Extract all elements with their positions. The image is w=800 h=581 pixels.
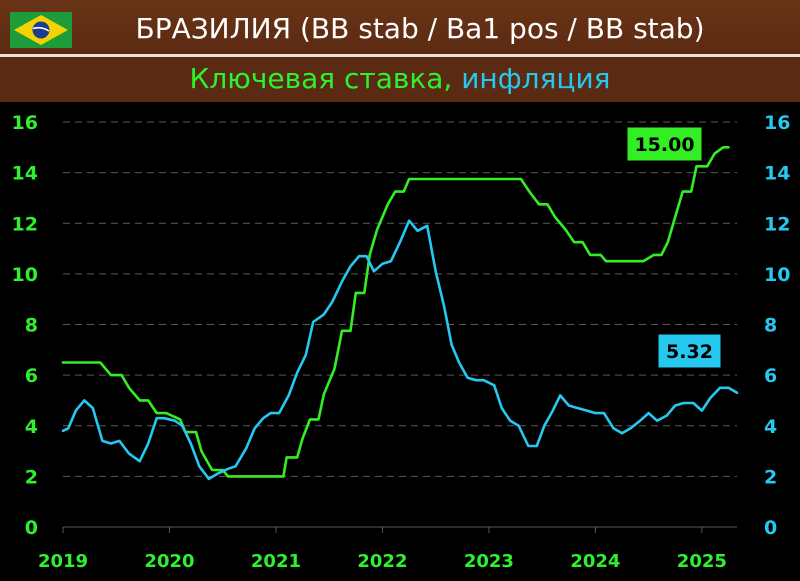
x-tick-label: 2021 xyxy=(251,551,301,572)
chart-subtitle: Ключевая ставка, инфляция xyxy=(0,57,800,102)
y-left-tick-label: 14 xyxy=(12,163,38,185)
y-left-tick-label: 2 xyxy=(25,466,38,488)
series-line-inflation xyxy=(61,219,739,481)
inflation-callout-box xyxy=(657,333,722,369)
y-left-tick-label: 12 xyxy=(12,213,38,235)
y-left-tick-label: 16 xyxy=(12,112,38,134)
y-right-tick-label: 12 xyxy=(764,213,790,235)
legend-rate: Ключевая ставка, xyxy=(189,62,453,95)
y-right-tick-label: 8 xyxy=(764,315,777,337)
header-bar xyxy=(0,0,800,54)
y-right-tick-label: 10 xyxy=(764,264,790,286)
page-title: БРАЗИЛИЯ (BB stab / Ba1 pos / BB stab) xyxy=(135,12,705,45)
y-left-tick-label: 6 xyxy=(25,365,38,387)
y-left-tick-label: 8 xyxy=(25,315,38,337)
x-tick-label: 2019 xyxy=(38,551,88,572)
y-right-tick-label: 0 xyxy=(764,517,777,539)
x-tick-label: 2023 xyxy=(464,551,514,572)
x-tick-label: 2025 xyxy=(677,551,727,572)
rate-callout-box xyxy=(626,126,703,162)
y-left-tick-label: 4 xyxy=(25,416,38,438)
y-right-tick-label: 4 xyxy=(764,416,777,438)
x-tick-label: 2024 xyxy=(570,551,620,572)
series-line-rate xyxy=(61,146,730,478)
inflation-callout-label: 5.32 xyxy=(666,341,713,363)
y-left-tick-label: 0 xyxy=(25,517,38,539)
header-divider xyxy=(0,54,800,57)
x-tick-label: 2022 xyxy=(357,551,407,572)
brazil-flag-icon xyxy=(10,12,72,48)
legend-inflation: инфляция xyxy=(461,62,611,95)
y-right-tick-label: 14 xyxy=(764,163,790,185)
x-tick-label: 2020 xyxy=(144,551,194,572)
rate-callout-label: 15.00 xyxy=(634,134,694,156)
y-right-tick-label: 2 xyxy=(764,466,777,488)
y-right-tick-label: 16 xyxy=(764,112,790,134)
y-left-tick-label: 10 xyxy=(12,264,38,286)
y-right-tick-label: 6 xyxy=(764,365,777,387)
